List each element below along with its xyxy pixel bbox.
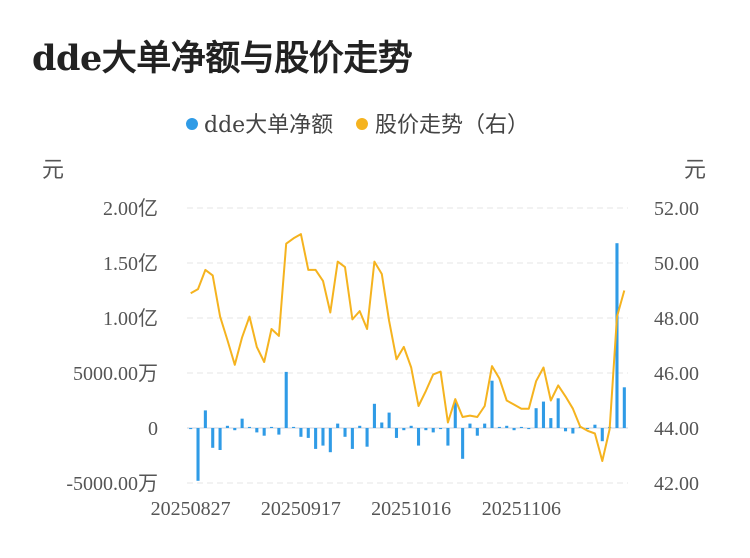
dde-bar-52	[571, 428, 575, 434]
left-tick-label-5: -5000.00万	[66, 473, 158, 495]
dde-bar-5	[225, 425, 229, 428]
dde-bar-0	[189, 428, 193, 430]
price-line-series	[190, 233, 626, 462]
left-axis: 2.00亿 1.50亿 1.00亿 5000.00万 0 -5000.00万	[66, 197, 158, 495]
dde-bar-9	[255, 428, 259, 433]
dde-bar-23	[358, 425, 362, 428]
x-tick-label-3: 20251106	[482, 498, 561, 520]
dde-bar-42	[497, 426, 501, 428]
dde-bar-39	[475, 428, 479, 436]
dde-bar-13	[284, 371, 288, 428]
dde-bar-6	[233, 428, 237, 431]
left-tick-label-3: 5000.00万	[73, 363, 158, 385]
dde-bar-41	[490, 380, 494, 428]
right-tick-label-2: 48.00	[654, 308, 699, 330]
dde-bar-36	[453, 400, 457, 428]
dde-bar-12	[277, 428, 281, 435]
dde-bar-49	[549, 418, 553, 428]
dde-bar-28	[394, 428, 399, 438]
page-title: dde大单净额与股价走势	[32, 38, 413, 79]
dde-bar-33	[431, 428, 435, 433]
x-tick-label-1: 20250917	[261, 498, 341, 520]
x-axis: 20250827 20250917 20251016 20251106	[151, 498, 561, 520]
left-axis-unit: 元	[42, 158, 64, 183]
dde-bar-19	[328, 428, 332, 453]
left-tick-label-0: 2.00亿	[103, 197, 158, 220]
legend-label-price: 股价走势（右）	[375, 113, 529, 138]
dde-bar-27	[387, 412, 391, 428]
left-tick-label-1: 1.50亿	[103, 252, 158, 275]
left-tick-label-4: 0	[148, 418, 158, 440]
dde-bar-55	[593, 424, 597, 428]
dde-bar-31	[416, 428, 421, 446]
right-tick-label-0: 52.00	[654, 198, 699, 220]
dde-bar-21	[343, 428, 347, 437]
dde-bar-22	[350, 428, 354, 449]
dde-bar-8	[247, 426, 252, 428]
dde-bar-50	[556, 398, 560, 428]
dde-bar-48	[541, 401, 546, 428]
x-tick-label-2: 20251016	[371, 498, 451, 520]
dde-bar-45	[519, 426, 523, 428]
dde-bar-29	[402, 428, 406, 431]
dde-bar-3	[211, 428, 215, 448]
dde-bars	[189, 243, 626, 481]
dde-bar-1	[196, 428, 200, 481]
dde-bar-43	[505, 425, 509, 428]
dde-bar-11	[269, 426, 274, 428]
right-tick-label-3: 46.00	[654, 363, 699, 385]
dde-bar-16	[306, 428, 310, 438]
dde-bar-38	[468, 423, 472, 428]
dde-bar-46	[527, 428, 531, 430]
legend-marker-price	[356, 118, 368, 130]
dde-bar-34	[439, 428, 443, 430]
dde-bar-40	[483, 423, 487, 428]
right-tick-label-4: 44.00	[654, 418, 699, 440]
legend-marker-dde	[186, 118, 198, 130]
dde-bar-26	[380, 422, 384, 428]
dde-bar-14	[292, 426, 296, 428]
dde-bar-56	[600, 428, 604, 442]
right-axis: 52.00 50.00 48.00 46.00 44.00 42.00	[654, 198, 699, 495]
dde-bar-24	[365, 428, 369, 447]
right-tick-label-5: 42.00	[654, 473, 699, 495]
right-tick-label-1: 50.00	[654, 253, 699, 275]
grid-lines	[187, 207, 628, 484]
left-tick-label-2: 1.00亿	[103, 307, 158, 330]
dde-bar-20	[336, 423, 340, 428]
dde-bar-44	[512, 428, 516, 431]
dde-bar-37	[461, 428, 465, 459]
dde-bar-32	[424, 428, 428, 431]
dde-bar-4	[218, 428, 222, 450]
dde-bar-58	[615, 243, 619, 428]
x-tick-label-0: 20250827	[151, 498, 231, 520]
dde-bar-35	[446, 428, 450, 446]
dde-bar-15	[299, 428, 303, 437]
dde-bar-2	[203, 410, 207, 428]
dde-bar-51	[563, 428, 568, 432]
dde-bar-59	[622, 387, 626, 428]
dde-bar-47	[534, 408, 538, 428]
dde-bar-30	[409, 425, 413, 428]
dde-bar-17	[314, 428, 318, 449]
legend-label-dde: dde大单净额	[204, 113, 333, 138]
dde-bar-7	[240, 418, 244, 428]
legend: dde大单净额 股价走势（右）	[186, 113, 529, 138]
dde-bar-18	[321, 428, 325, 446]
price-line	[190, 233, 626, 462]
dde-bar-54	[586, 428, 590, 430]
dde-bar-25	[372, 403, 376, 428]
right-axis-unit: 元	[684, 158, 706, 183]
dde-bar-10	[262, 428, 266, 436]
